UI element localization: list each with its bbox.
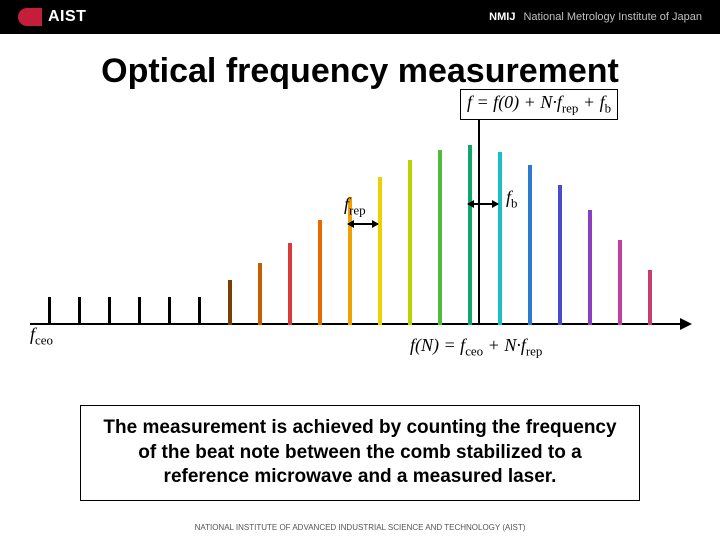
footer-text: NATIONAL INSTITUTE OF ADVANCED INDUSTRIA…: [0, 523, 720, 532]
nmij-block: NMIJ National Metrology Institute of Jap…: [489, 11, 702, 23]
comb-line: [378, 177, 382, 325]
comb-line: [438, 150, 442, 325]
comb-line: [228, 280, 232, 325]
equation-bottom: f(N) = fceo + N·frep: [410, 335, 542, 360]
comb-line: [588, 210, 592, 325]
fb-label: fb: [506, 187, 518, 212]
comb-line: [648, 270, 652, 325]
header-bar: AIST NMIJ National Metrology Institute o…: [0, 0, 720, 34]
comb-line: [618, 240, 622, 325]
equation-top: f = f(0) + N·frep + fb: [460, 89, 618, 120]
comb-line: [258, 263, 262, 325]
comb-line: [498, 152, 502, 325]
laser-line: [478, 95, 480, 325]
aist-badge-icon: [18, 8, 42, 26]
fceo-label: fceo: [30, 324, 53, 349]
axis-tick: [108, 297, 111, 325]
aist-text: AIST: [48, 8, 86, 26]
comb-line: [318, 220, 322, 325]
nmij-mark: NMIJ: [489, 11, 515, 23]
comb-line: [528, 165, 532, 325]
nmij-text: National Metrology Institute of Japan: [523, 11, 702, 23]
frep-arrow: [348, 223, 378, 225]
page-title: Optical frequency measurement: [0, 52, 720, 91]
description-box: The measurement is achieved by counting …: [80, 405, 640, 501]
aist-logo: AIST: [18, 6, 86, 28]
axis-tick: [168, 297, 171, 325]
axis-tick: [78, 297, 81, 325]
axis-tick: [198, 297, 201, 325]
comb-line: [558, 185, 562, 325]
fb-arrow: [468, 203, 498, 205]
frep-label: frep: [344, 194, 366, 219]
comb-line: [288, 243, 292, 325]
comb-line: [408, 160, 412, 325]
axis-tick: [138, 297, 141, 325]
comb-diagram: fceofbfrepf = f(0) + N·frep + fbf(N) = f…: [0, 105, 720, 355]
axis-tick: [48, 297, 51, 325]
comb-line: [468, 145, 472, 325]
